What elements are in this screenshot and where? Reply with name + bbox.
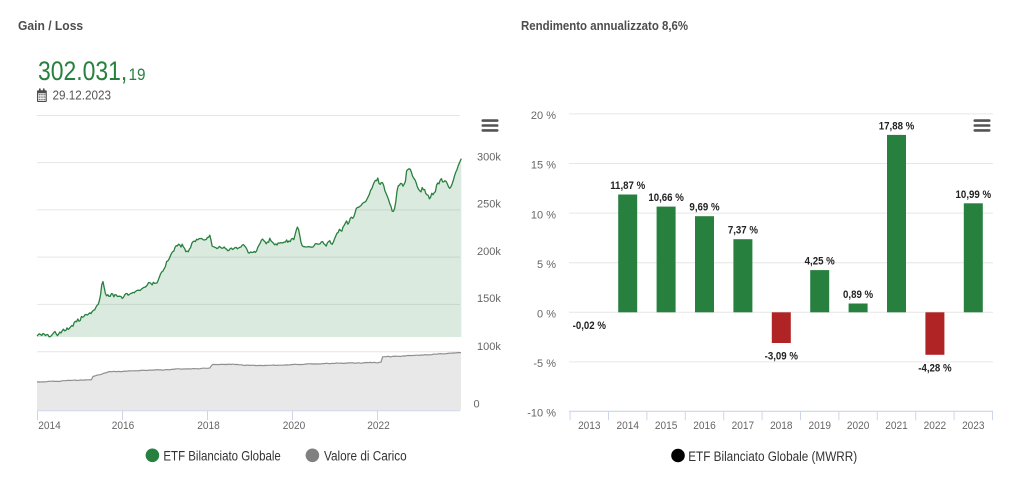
svg-text:2017: 2017 bbox=[732, 420, 755, 432]
svg-text:-4,28 %: -4,28 % bbox=[918, 363, 951, 375]
svg-text:4,25 %: 4,25 % bbox=[805, 256, 835, 268]
svg-text:150k: 150k bbox=[477, 293, 501, 305]
svg-text:300k: 300k bbox=[477, 151, 501, 163]
svg-text:10,99 %: 10,99 % bbox=[956, 189, 992, 201]
svg-text:200k: 200k bbox=[477, 246, 501, 258]
svg-text:2023: 2023 bbox=[962, 420, 985, 432]
svg-text:2018: 2018 bbox=[197, 420, 220, 432]
svg-text:0,89 %: 0,89 % bbox=[843, 290, 873, 302]
svg-text:2015: 2015 bbox=[655, 420, 678, 432]
svg-text:Valore di Carico: Valore di Carico bbox=[324, 447, 407, 463]
svg-text:2016: 2016 bbox=[112, 420, 135, 432]
svg-text:17,88 %: 17,88 % bbox=[879, 121, 915, 133]
svg-text:2020: 2020 bbox=[283, 420, 306, 432]
svg-text:-5 %: -5 % bbox=[533, 358, 556, 370]
svg-text:2013: 2013 bbox=[578, 420, 601, 432]
svg-text:302.031,: 302.031, bbox=[38, 56, 127, 86]
svg-text:20 %: 20 % bbox=[531, 110, 556, 122]
svg-text:15 %: 15 % bbox=[531, 160, 556, 172]
svg-text:9,69 %: 9,69 % bbox=[689, 202, 719, 214]
svg-text:11,87 %: 11,87 % bbox=[610, 181, 645, 193]
svg-text:5 %: 5 % bbox=[537, 259, 556, 271]
svg-text:2021: 2021 bbox=[885, 420, 908, 432]
svg-text:2014: 2014 bbox=[38, 420, 61, 432]
svg-text:100k: 100k bbox=[477, 341, 501, 353]
svg-text:-10 %: -10 % bbox=[527, 408, 556, 420]
svg-text:2022: 2022 bbox=[367, 420, 390, 432]
svg-text:250k: 250k bbox=[477, 199, 501, 211]
svg-text:2022: 2022 bbox=[924, 420, 947, 432]
svg-text:2018: 2018 bbox=[770, 420, 793, 432]
svg-text:-0,02 %: -0,02 % bbox=[573, 321, 606, 333]
svg-text:7,37 %: 7,37 % bbox=[728, 225, 758, 237]
svg-text:0: 0 bbox=[474, 398, 480, 410]
svg-text:2020: 2020 bbox=[847, 420, 870, 432]
svg-text:Rendimento annualizzato 8,6%: Rendimento annualizzato 8,6% bbox=[521, 18, 688, 33]
svg-text:ETF Bilanciato Globale: ETF Bilanciato Globale bbox=[163, 447, 280, 463]
svg-text:Gain / Loss: Gain / Loss bbox=[18, 19, 83, 33]
svg-text:2019: 2019 bbox=[808, 420, 831, 432]
svg-text:-3,09 %: -3,09 % bbox=[765, 351, 798, 363]
svg-text:ETF Bilanciato Globale (MWRR): ETF Bilanciato Globale (MWRR) bbox=[688, 448, 857, 464]
svg-text:19: 19 bbox=[129, 65, 146, 84]
svg-text:0 %: 0 % bbox=[537, 309, 556, 321]
svg-text:10 %: 10 % bbox=[531, 209, 556, 221]
svg-text:29.12.2023: 29.12.2023 bbox=[53, 88, 112, 103]
svg-text:10,66 %: 10,66 % bbox=[648, 193, 684, 205]
svg-text:2014: 2014 bbox=[616, 420, 639, 432]
svg-text:2016: 2016 bbox=[693, 420, 716, 432]
